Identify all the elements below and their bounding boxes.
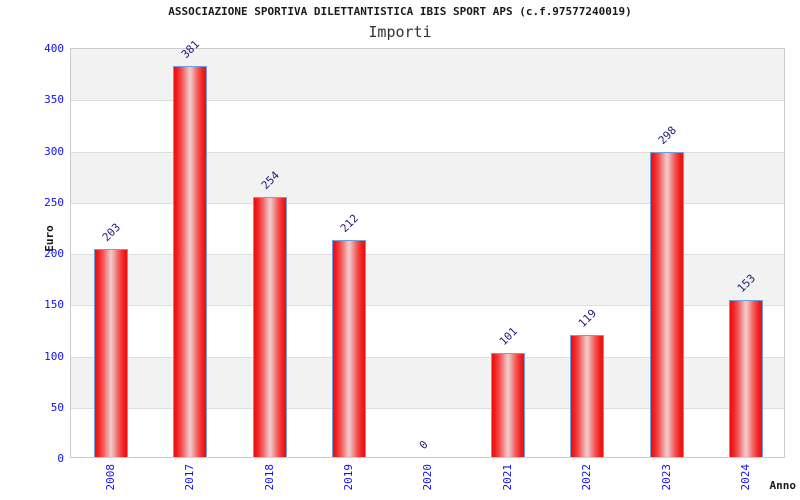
x-tick-slot: 2019 (308, 462, 387, 500)
bar[interactable] (649, 151, 684, 457)
y-tick-label: 0 (57, 452, 64, 465)
x-axis-tick-labels: 2008 2017 2018 2019 2020 2021 2022 2023 2024 (70, 462, 785, 500)
bar[interactable] (729, 300, 764, 457)
bar-value-label: 381 (178, 38, 203, 62)
gridline (71, 254, 784, 255)
x-tick-slot: 2018 (229, 462, 308, 500)
x-tick-label: 2008 (103, 464, 117, 491)
bar[interactable] (490, 353, 525, 457)
bar-slot: 254 (230, 49, 309, 457)
bar[interactable] (570, 335, 605, 457)
y-tick-label: 200 (44, 247, 64, 260)
bar-value-label: 212 (337, 211, 362, 235)
bar-value-label: 298 (655, 123, 679, 147)
x-tick-slot: 2008 (70, 462, 149, 500)
gridline (71, 202, 784, 204)
plot-area: 203 381 254 212 0 101 119 298 153 (70, 38, 786, 458)
x-tick-slot: 2022 (547, 462, 626, 500)
x-tick-label: 2022 (580, 464, 594, 491)
x-tick-label: 2020 (421, 464, 435, 491)
x-tick-slot: 2023 (626, 462, 705, 500)
bar-slot: 119 (548, 49, 627, 457)
bar-value-label: 153 (735, 271, 759, 296)
chart-title: ASSOCIAZIONE SPORTIVA DILETTANTISTICA IB… (168, 5, 632, 18)
x-tick-slot: 2021 (467, 462, 546, 500)
y-axis-tick-labels: 400 350 300 250 200 150 100 50 0 (0, 43, 64, 464)
gridline (71, 151, 784, 153)
bar-slot: 203 (71, 49, 150, 457)
bar-slot: 381 (150, 38, 229, 457)
x-tick-label: 2024 (739, 464, 753, 491)
x-tick-label: 2021 (500, 464, 514, 491)
y-tick-label: 400 (44, 42, 64, 55)
x-tick-label: 2017 (183, 464, 197, 491)
y-tick-label: 250 (44, 195, 64, 209)
x-tick-slot: 2017 (149, 462, 228, 500)
bar-slot: 212 (309, 49, 388, 457)
y-tick-label: 150 (44, 298, 64, 312)
bar-value-label: 119 (576, 306, 600, 331)
chart-subtitle: Importi (368, 23, 432, 41)
y-tick-label: 100 (44, 349, 64, 363)
gridline (71, 100, 784, 102)
gridline (71, 305, 784, 307)
gridline (71, 407, 784, 409)
x-tick-label: 2019 (342, 464, 356, 491)
bar-value-label: 0 (417, 438, 432, 452)
y-tick-label: 300 (44, 144, 64, 158)
y-tick-label: 350 (44, 93, 64, 107)
x-tick-slot: 2024 (706, 462, 785, 500)
bar-value-label: 254 (258, 168, 282, 192)
bar-slot: 0 (389, 49, 468, 457)
bar-slot: 101 (468, 49, 547, 457)
x-axis-title: Anno (769, 479, 797, 492)
x-tick-label: 2018 (262, 464, 276, 491)
bar[interactable] (332, 239, 367, 457)
bar[interactable] (173, 66, 208, 457)
bar[interactable] (252, 196, 287, 457)
gridline (71, 356, 784, 358)
bar[interactable] (93, 248, 128, 457)
x-tick-slot: 2020 (388, 462, 467, 500)
x-tick-label: 2023 (659, 464, 673, 491)
y-tick-label: 50 (50, 400, 64, 414)
bar-slot: 153 (707, 49, 786, 457)
bar-slot: 298 (627, 49, 706, 457)
bar-value-label: 203 (99, 220, 123, 244)
bar-value-label: 101 (496, 325, 520, 349)
bar-series: 203 381 254 212 0 101 119 298 153 (71, 38, 786, 457)
